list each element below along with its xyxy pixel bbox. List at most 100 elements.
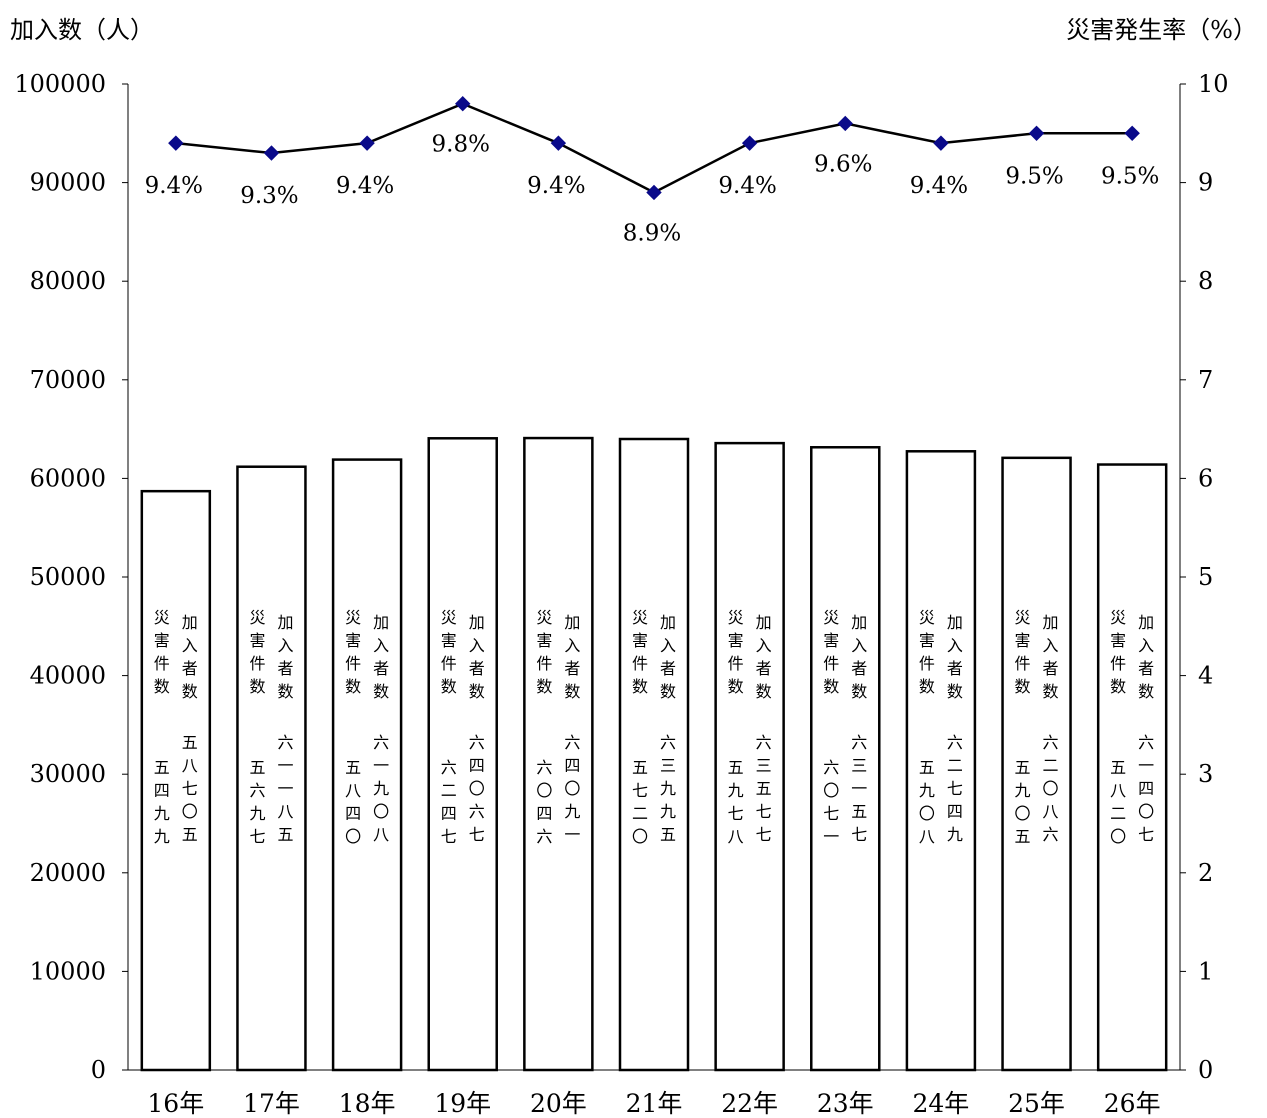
left-tick-label: 30000	[30, 760, 106, 788]
count-value-label: 五四九九	[154, 758, 170, 846]
left-tick-label: 20000	[30, 859, 106, 887]
rate-value-label: 9.6%	[814, 151, 872, 177]
right-tick-label: 0	[1198, 1056, 1213, 1084]
rate-value-label: 9.4%	[718, 173, 776, 199]
count-value-label: 五九〇五	[1015, 758, 1031, 846]
count-series-name-label: 災害件数	[1015, 608, 1031, 696]
right-tick-label: 10	[1198, 70, 1229, 98]
left-tick-label: 90000	[30, 169, 106, 197]
category-label: 24年	[913, 1089, 970, 1118]
category-label: 20年	[530, 1089, 587, 1118]
category-label: 26年	[1104, 1089, 1161, 1118]
bar	[427, 437, 498, 1072]
right-tick-label: 8	[1198, 267, 1213, 295]
bar-value-label: 六一四〇七	[1138, 733, 1154, 844]
count-value-label: 五九〇八	[919, 758, 935, 846]
bar-value-label: 六三一五七	[851, 733, 867, 844]
left-tick-label: 40000	[30, 662, 106, 690]
rate-value-label: 9.3%	[240, 183, 298, 209]
left-tick-label: 0	[91, 1056, 106, 1084]
count-value-label: 五七二〇	[632, 758, 648, 846]
bar-series	[140, 436, 1168, 1072]
category-labels: 16年 17年 18年 19年 20年 21年 22年 23年 24年 25年 26年	[147, 1089, 1160, 1118]
category-label: 22年	[721, 1089, 778, 1118]
bar	[1096, 463, 1168, 1072]
left-axis-ticks: 0 10000 20000 30000 40000 50000 60000 70000 8000…	[14, 70, 128, 1084]
category-label: 21年	[626, 1089, 683, 1118]
bar-value-label: 六三九九五	[660, 733, 676, 844]
bar-series-name-label: 加入者数	[1043, 613, 1059, 701]
bar	[810, 446, 881, 1072]
bar	[523, 436, 594, 1072]
count-series-name-label: 災害件数	[632, 608, 648, 696]
bar-series-name-label: 加入者数	[1138, 613, 1154, 701]
rate-point	[741, 135, 758, 151]
rate-value-label: 9.4%	[336, 173, 394, 199]
bar-series-name-label: 加入者数	[851, 613, 867, 701]
right-tick-label: 3	[1198, 760, 1213, 788]
rate-point	[1124, 125, 1140, 142]
bar	[714, 441, 785, 1072]
rate-point	[550, 135, 567, 151]
left-tick-label: 100000	[14, 70, 106, 98]
bar-value-label: 六二〇八六	[1043, 733, 1059, 844]
rate-point	[455, 96, 471, 112]
count-series-name-label: 災害件数	[441, 608, 457, 696]
right-axis-ticks: 0 1 2 3 4 5 6 7 8 9 10	[1180, 70, 1229, 1084]
bar-series-name-label: 加入者数	[660, 613, 676, 701]
right-tick-label: 6	[1198, 464, 1213, 492]
count-series-name-label: 災害件数	[1110, 608, 1126, 696]
count-value-label: 六〇四六	[536, 758, 552, 846]
bar-value-label: 六三五七七	[756, 733, 772, 844]
bar-series-name-label: 加入者数	[756, 613, 772, 701]
bar-value-label: 六二七四九	[947, 733, 963, 844]
rate-point	[359, 135, 375, 151]
count-value-label: 六二四七	[441, 758, 457, 846]
bar	[905, 450, 977, 1072]
left-tick-label: 80000	[30, 267, 106, 295]
count-series-name-label: 災害件数	[536, 608, 552, 696]
rate-line	[175, 102, 1133, 194]
count-series-name-label: 災害件数	[154, 608, 170, 696]
count-value-label: 五八四〇	[345, 758, 361, 846]
category-label: 25年	[1008, 1089, 1065, 1118]
count-series-name-label: 災害件数	[728, 608, 744, 696]
count-series-name-label: 災害件数	[919, 608, 935, 696]
bar	[1001, 456, 1072, 1072]
left-tick-label: 70000	[30, 366, 106, 394]
rate-point	[168, 135, 184, 151]
count-value-label: 六〇七一	[823, 758, 839, 846]
category-label: 17年	[243, 1089, 300, 1118]
bar-series-name-label: 加入者数	[182, 613, 198, 701]
rate-value-label: 9.5%	[1101, 163, 1159, 189]
bar-series-name-label: 加入者数	[277, 613, 293, 701]
right-tick-label: 5	[1198, 563, 1213, 591]
rate-value-label: 9.8%	[432, 132, 490, 158]
rate-point	[1028, 125, 1045, 142]
right-tick-label: 9	[1198, 169, 1213, 197]
rate-value-label: 9.4%	[527, 173, 585, 199]
rate-point	[933, 135, 949, 151]
right-tick-label: 1	[1198, 957, 1213, 985]
bar-value-label: 六四〇九一	[564, 733, 580, 844]
bar	[618, 437, 690, 1072]
right-tick-label: 4	[1198, 662, 1213, 690]
right-tick-label: 2	[1198, 859, 1213, 887]
bar-value-label: 五八七〇五	[182, 733, 198, 844]
rate-point	[837, 115, 853, 132]
category-label: 23年	[817, 1089, 874, 1118]
bar-series-name-label: 加入者数	[564, 613, 580, 701]
right-axis-title: 災害発生率（%）	[1066, 16, 1257, 44]
count-value-label: 五八二〇	[1110, 758, 1126, 846]
bar-value-label: 六一一八五	[277, 733, 293, 844]
category-label: 19年	[434, 1089, 491, 1118]
count-series-name-label: 災害件数	[345, 608, 361, 696]
bar-series-name-label: 加入者数	[947, 613, 963, 701]
rate-value-label: 9.4%	[145, 173, 203, 199]
left-tick-label: 50000	[30, 563, 106, 591]
rate-value-label: 8.9%	[623, 220, 681, 246]
bar-series-name-label: 加入者数	[469, 613, 485, 701]
count-value-label: 五六九七	[249, 758, 265, 846]
category-label: 16年	[147, 1089, 204, 1118]
